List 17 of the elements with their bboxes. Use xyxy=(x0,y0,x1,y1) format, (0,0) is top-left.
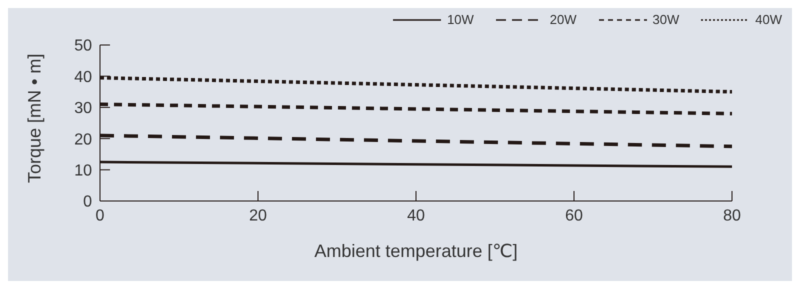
y-tick-label: 0 xyxy=(83,194,92,211)
x-tick-label: 60 xyxy=(565,207,583,224)
y-tick-label: 20 xyxy=(74,131,92,148)
x-tick-label: 20 xyxy=(249,207,267,224)
y-tick-label: 40 xyxy=(74,68,92,86)
x-tick-label: 40 xyxy=(407,207,425,224)
legend-label: 40W xyxy=(755,12,782,27)
x-axis-title: Ambient temperature [℃] xyxy=(314,241,518,261)
legend-label: 30W xyxy=(652,12,680,27)
y-axis-title: Torque [mN • m] xyxy=(24,54,44,183)
x-tick-label: 80 xyxy=(723,207,741,224)
y-tick-label: 50 xyxy=(74,38,92,55)
x-tick-label: 0 xyxy=(96,207,105,224)
y-tick-label: 30 xyxy=(74,100,92,118)
y-tick-label: 10 xyxy=(74,162,92,180)
legend-label: 20W xyxy=(550,12,577,27)
legend-label: 10W xyxy=(447,12,474,27)
